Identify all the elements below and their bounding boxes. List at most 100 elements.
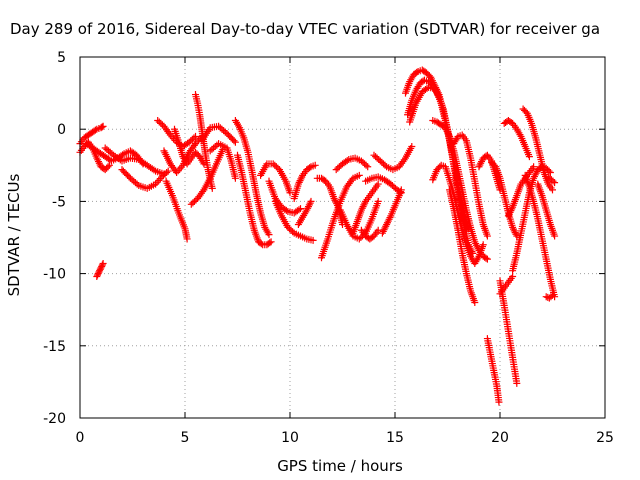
data-point (513, 379, 521, 387)
data-point (547, 293, 555, 301)
data-point (257, 240, 265, 248)
data-point (331, 196, 339, 204)
data-point (192, 132, 199, 140)
data-point (385, 215, 393, 223)
data-point (549, 291, 556, 299)
data-point (408, 143, 416, 151)
data-marks (76, 66, 559, 406)
x-tick-label: 20 (491, 430, 509, 446)
data-point (190, 134, 198, 142)
data-point (306, 164, 314, 172)
data-point (444, 129, 452, 137)
data-point (482, 254, 490, 262)
data-point (155, 176, 163, 184)
data-point (381, 161, 389, 169)
data-point (479, 241, 487, 249)
data-point (433, 90, 441, 98)
data-point (441, 124, 449, 132)
data-point (386, 214, 394, 222)
data-point (504, 212, 512, 220)
data-point (525, 153, 533, 161)
data-point (298, 173, 306, 181)
data-point (505, 210, 513, 218)
data-point (545, 167, 553, 175)
data-point (383, 221, 391, 229)
data-point (477, 159, 485, 167)
data-point (431, 85, 439, 93)
data-point (413, 68, 421, 76)
data-point (476, 161, 484, 169)
data-point (343, 157, 351, 165)
data-point (433, 88, 441, 96)
data-point (511, 229, 519, 237)
data-point (551, 179, 559, 187)
data-point (509, 223, 517, 231)
data-point (93, 154, 101, 162)
data-point (297, 205, 304, 213)
data-point (434, 92, 442, 100)
data-point (294, 180, 302, 188)
x-tick-label: 5 (181, 430, 190, 446)
data-point (382, 222, 390, 230)
data-point (374, 197, 382, 205)
data-point (150, 166, 158, 174)
data-point (379, 227, 387, 235)
data-point (303, 206, 311, 214)
data-point (400, 156, 408, 164)
data-point (305, 201, 313, 209)
data-point (267, 238, 275, 246)
data-point (551, 232, 559, 240)
data-point (295, 178, 303, 186)
data-point (296, 177, 304, 185)
data-point (509, 225, 517, 233)
data-point (289, 228, 297, 236)
data-point (475, 163, 483, 171)
y-tick-label: -10 (43, 267, 66, 283)
data-point (91, 126, 99, 134)
data-point (427, 73, 435, 81)
data-point (510, 227, 518, 235)
data-point (544, 293, 552, 301)
data-point (99, 259, 107, 267)
data-point (98, 261, 106, 269)
data-point (364, 163, 372, 171)
data-point (230, 137, 238, 145)
data-point (164, 167, 172, 175)
data-point (355, 171, 363, 179)
plot-frame (79, 56, 606, 419)
data-point (133, 180, 141, 188)
data-point (295, 206, 303, 214)
data-point (383, 219, 391, 227)
data-point (362, 161, 370, 169)
data-point (374, 180, 382, 188)
data-point (495, 398, 503, 406)
data-point (513, 232, 521, 240)
data-point (94, 158, 102, 166)
data-point (165, 129, 173, 137)
data-point (119, 151, 127, 159)
data-point (98, 123, 106, 131)
data-point (307, 197, 315, 205)
x-axis-label: GPS time / hours (277, 457, 403, 475)
data-point (530, 163, 538, 171)
data-point (311, 161, 319, 169)
data-point (306, 199, 314, 207)
data-point (507, 207, 515, 215)
data-point (549, 186, 556, 194)
data-point (99, 122, 107, 130)
chart-title: Day 289 of 2016, Sidereal Day-to-day VTE… (10, 20, 600, 38)
data-point (432, 87, 440, 95)
data-point (508, 205, 516, 213)
data-point (183, 235, 191, 243)
data-point (549, 177, 557, 185)
data-point (360, 201, 368, 209)
data-point (472, 240, 480, 248)
data-point (483, 255, 491, 263)
data-point (231, 138, 239, 146)
x-tick-label: 15 (386, 430, 404, 446)
data-point (374, 226, 382, 234)
data-point (380, 226, 388, 234)
data-point (266, 239, 274, 247)
data-point (304, 204, 312, 212)
